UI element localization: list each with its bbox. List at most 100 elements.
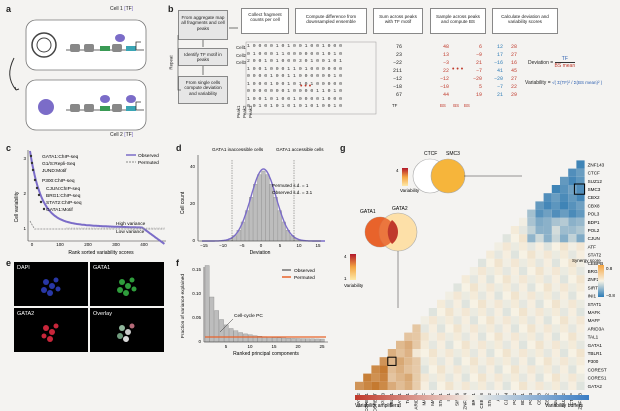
heatmap-cell (502, 365, 511, 374)
heatmap-cell (355, 381, 364, 390)
heatmap-cell (560, 250, 569, 259)
heatmap-cell (560, 201, 569, 210)
f-xtick: 5 (225, 344, 228, 349)
heatmap-col-label: ZNF274 (463, 393, 468, 410)
venn2-variability: Variability (344, 283, 364, 288)
heatmap-cell (568, 176, 577, 185)
heatmap-cell (551, 193, 560, 202)
heatmap-cell (560, 308, 569, 317)
heatmap-cell (445, 357, 454, 366)
heatmap-row-label: POL2 (588, 228, 600, 233)
heatmap-cell (494, 258, 503, 267)
heatmap-cell (551, 291, 560, 300)
heatmap-cell (568, 193, 577, 202)
heatmap-cell (420, 373, 429, 382)
heatmap-cell (576, 217, 585, 226)
heatmap-cell (568, 308, 577, 317)
heatmap-cell (502, 340, 511, 349)
heatmap-cell (445, 365, 454, 374)
heatmap-cell (387, 365, 396, 374)
heatmap-cell (519, 332, 528, 341)
c-low: Low variance (116, 229, 145, 235)
bs-value: 21 (496, 92, 503, 98)
heatmap-cell (527, 291, 536, 300)
f-bar (291, 338, 296, 343)
heatmap-cell (494, 267, 503, 276)
heatmap-cell (519, 258, 528, 267)
f-xtick: 20 (295, 344, 301, 349)
heatmap-cell (576, 185, 585, 194)
heatmap-cell (428, 381, 437, 390)
heatmap-cell (551, 242, 560, 251)
deviation-label: Deviation = (528, 59, 554, 66)
heatmap-cell (445, 324, 454, 333)
heatmap-cell (510, 340, 519, 349)
matrix-row: 0 0 1 0 1 0 1 0 1 0 1 0 1 0 0 1 0 (247, 104, 342, 109)
heatmap-cell (387, 381, 396, 390)
panel-a-label: a (6, 4, 12, 14)
heatmap-row-label: SUZ12 (588, 179, 603, 184)
heatmap-cell (560, 176, 569, 185)
heatmap-cell (576, 365, 585, 374)
heatmap-cell (560, 258, 569, 267)
heatmap-cell (560, 365, 569, 374)
heatmap-cell (576, 176, 585, 185)
heatmap-cell (535, 250, 544, 259)
bs-value: 17 (496, 52, 503, 58)
heatmap-cell (404, 365, 413, 374)
panel-f-label: f (176, 258, 179, 268)
d-ytick: 40 (190, 164, 196, 169)
heatmap-cell (510, 308, 519, 317)
d-bar (273, 197, 278, 242)
heatmap-cell (568, 373, 577, 382)
heatmap-cell (437, 340, 446, 349)
c-label-p300: P300:ChIP-seq (42, 178, 75, 184)
heatmap-row-label: INI1 (588, 294, 597, 299)
f-bar (228, 328, 234, 343)
matrix-highlight: • • • (245, 41, 377, 115)
heatmap-row-label: CORES1 (588, 376, 607, 381)
d-bar (249, 197, 254, 242)
matrix-row: 0 0 0 0 0 0 0 1 0 0 0 0 1 1 0 1 0 (247, 89, 342, 94)
heatmap-cell (535, 357, 544, 366)
heatmap-cell (428, 349, 437, 358)
flow-box-motif: Identify TF motif in peaks (178, 48, 228, 66)
heatmap-cell (527, 242, 536, 251)
heatmap-cell (551, 381, 560, 390)
heatmap-cell (519, 250, 528, 259)
d-curve-observed (202, 168, 325, 242)
heatmap-cell (461, 275, 470, 284)
c-ylabel: Cell variability (14, 191, 20, 222)
step-difference: Compute difference from downsampled ense… (295, 8, 367, 34)
d-obs: Observed s.d. = 3.1 (272, 190, 313, 195)
chart-f: Fraction of variance explained Ranked pr… (180, 265, 328, 357)
heatmap-cell (486, 308, 495, 317)
heatmap-cell (412, 357, 421, 366)
heatmap-cell (543, 193, 552, 202)
flow-box-aggregate: From aggregate map all fragments and cel… (178, 10, 228, 40)
heatmap-cell (576, 340, 585, 349)
heatmap-cell (527, 258, 536, 267)
cell2-label: Cell 2 [TF] (110, 132, 134, 138)
heatmap-cell (510, 381, 519, 390)
heatmap-cell (527, 299, 536, 308)
heatmap-cell (576, 283, 585, 292)
heatmap-cell (519, 299, 528, 308)
heatmap-row-label: ATF (588, 244, 597, 249)
flow-box-single-cells: From single cells compute deviation and … (178, 76, 228, 104)
f-bar (305, 338, 311, 343)
heatmap-cell (453, 381, 462, 390)
heatmap-cell (543, 242, 552, 251)
heatmap-cell (486, 365, 495, 374)
c-xlabel: Rank sorted variability scores (68, 250, 134, 256)
f-bar (296, 338, 301, 343)
heatmap-cell (519, 283, 528, 292)
heatmap-cell (535, 283, 544, 292)
heatmap-cell (527, 308, 536, 317)
heatmap-cell (568, 275, 577, 284)
heatmap-cell (437, 332, 446, 341)
peak-label: Peak3 (248, 105, 253, 118)
heatmap-cell (445, 340, 454, 349)
chart-f-marks (204, 265, 326, 343)
heatmap-cell (494, 250, 503, 259)
